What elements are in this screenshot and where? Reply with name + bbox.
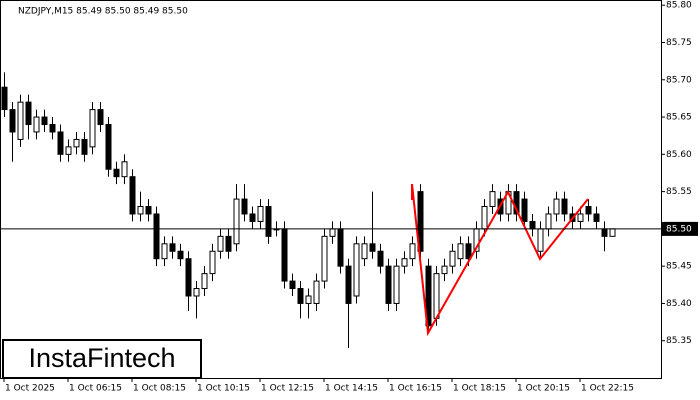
candle-body — [337, 228, 344, 267]
candle-body — [401, 258, 408, 267]
candle-body — [393, 265, 400, 304]
candle-body — [169, 243, 176, 252]
current-price-label: 85.50 — [666, 224, 692, 234]
candle-body — [1, 86, 8, 111]
candle-body — [249, 213, 256, 222]
candle-body — [257, 206, 264, 222]
candle-body — [129, 176, 136, 215]
candle-body — [25, 101, 32, 126]
y-tick-label: 85.40 — [666, 299, 692, 309]
candle-body — [425, 265, 432, 327]
x-tick-label: 1 Oct 10:15 — [197, 384, 250, 394]
candle-body — [185, 258, 192, 297]
pattern-line — [411, 183, 589, 337]
candle-body — [433, 273, 440, 319]
x-tick-label: 1 Oct 14:15 — [325, 384, 378, 394]
candle-body — [545, 213, 552, 230]
watermark-box — [2, 339, 202, 379]
candle-body — [209, 250, 216, 275]
candle-body — [89, 109, 96, 148]
candle-body — [177, 250, 184, 260]
y-tick-label: 85.80 — [666, 1, 692, 11]
candle-body — [361, 243, 368, 260]
plot-frame — [0, 0, 662, 379]
candle-body — [145, 206, 152, 215]
candle-body — [593, 213, 600, 222]
candle-body — [105, 124, 112, 170]
candle-body — [345, 265, 352, 304]
candle-body — [561, 198, 568, 215]
y-tick-label: 85.70 — [666, 75, 692, 85]
candle-body — [289, 280, 296, 290]
candle-body — [601, 228, 608, 237]
candle-body — [481, 206, 488, 230]
candle-body — [529, 220, 536, 230]
candle-body — [137, 206, 144, 215]
candle-body — [305, 295, 312, 304]
watermark: InstaFintech — [28, 343, 175, 373]
candle-body — [465, 243, 472, 260]
candle-body — [9, 109, 16, 133]
candle-body — [233, 198, 240, 245]
candle-body — [321, 235, 328, 282]
candle-body — [537, 228, 544, 252]
y-tick-label: 85.35 — [666, 336, 692, 346]
candle-body — [241, 198, 248, 215]
candle-body — [585, 206, 592, 215]
candle-body — [121, 161, 128, 178]
candle-body — [409, 243, 416, 260]
candle-body — [193, 288, 200, 297]
candle-body — [153, 213, 160, 260]
candle-body — [489, 191, 496, 208]
candle-body — [385, 265, 392, 304]
candle-body — [113, 168, 120, 178]
candle-body — [457, 243, 464, 260]
candle-body — [41, 116, 48, 126]
y-tick-label: 85.55 — [666, 187, 692, 197]
candle-body — [57, 131, 64, 155]
candle-body — [161, 243, 168, 260]
y-tick-label: 85.60 — [666, 150, 692, 160]
candle-body — [81, 138, 88, 155]
candle-body — [265, 206, 272, 237]
x-tick-label: 1 Oct 22:15 — [581, 384, 634, 394]
candle-body — [313, 280, 320, 304]
x-tick-label: 1 Oct 12:15 — [261, 384, 314, 394]
candle-body — [17, 101, 24, 140]
candle-body — [609, 228, 616, 237]
candle-body — [441, 265, 448, 275]
x-tick-label: 1 Oct 20:15 — [517, 384, 570, 394]
candle-body — [49, 124, 56, 133]
x-tick-label: 1 Oct 2025 — [5, 384, 55, 394]
candle-body — [225, 235, 232, 252]
candle-body — [521, 198, 528, 222]
y-tick-label: 85.65 — [666, 113, 692, 123]
candle-body — [297, 288, 304, 304]
candle-body — [217, 235, 224, 252]
candle-body — [65, 146, 72, 155]
candle-body — [201, 273, 208, 290]
current-price-box — [662, 221, 698, 236]
candle-body — [577, 213, 584, 222]
candle-body — [97, 109, 104, 126]
candle-body — [377, 250, 384, 267]
x-tick-label: 1 Oct 16:15 — [389, 384, 442, 394]
candle-body — [33, 116, 40, 133]
candle-body — [449, 250, 456, 267]
y-tick-label: 85.75 — [666, 38, 692, 48]
y-tick-label: 85.45 — [666, 262, 692, 272]
candle-body — [73, 138, 80, 148]
x-tick-label: 1 Oct 08:15 — [133, 384, 186, 394]
candle-body — [417, 191, 424, 252]
candle-body — [329, 228, 336, 237]
candle-body — [369, 243, 376, 252]
x-tick-label: 1 Oct 18:15 — [453, 384, 506, 394]
chart-header: NZDJPY,M15 85.49 85.50 85.49 85.50 — [18, 7, 188, 17]
candle-body — [281, 228, 288, 282]
x-tick-label: 1 Oct 06:15 — [69, 384, 122, 394]
candle-body — [353, 243, 360, 297]
candle-body — [553, 198, 560, 215]
